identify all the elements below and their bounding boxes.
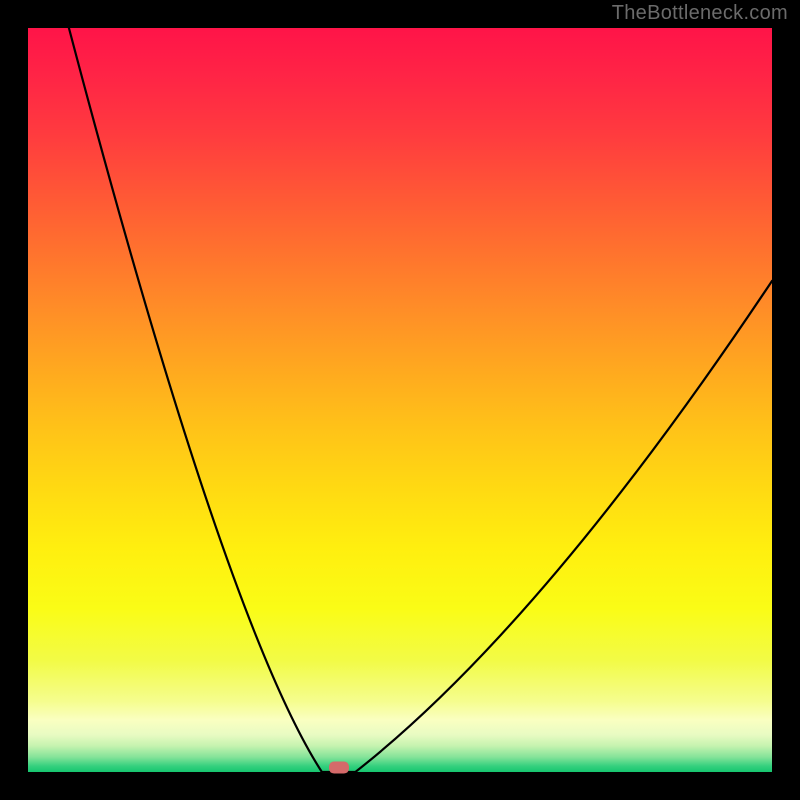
watermark-text: TheBottleneck.com	[612, 2, 788, 25]
chart-stage: TheBottleneck.com	[0, 0, 800, 800]
bottleneck-chart	[0, 0, 800, 800]
chart-background	[28, 28, 772, 772]
optimal-marker	[329, 762, 349, 774]
